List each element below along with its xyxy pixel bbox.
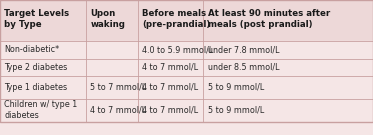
Text: 4 to 7 mmol/L: 4 to 7 mmol/L [142, 106, 198, 114]
Text: 5 to 9 mmol/L: 5 to 9 mmol/L [208, 106, 264, 114]
Text: under 8.5 mmol/L: under 8.5 mmol/L [208, 63, 279, 72]
Text: 4.0 to 5.9 mmol/L: 4.0 to 5.9 mmol/L [142, 45, 214, 54]
Text: Before meals
(pre-prandial): Before meals (pre-prandial) [142, 9, 211, 29]
Bar [0, 99, 373, 122]
Text: under 7.8 mmol/L: under 7.8 mmol/L [208, 45, 279, 54]
Text: Type 2 diabetes: Type 2 diabetes [4, 63, 68, 72]
Bar [0, 40, 373, 59]
Text: Non-diabetic*: Non-diabetic* [4, 45, 60, 54]
Text: At least 90 minutes after
meals (post prandial): At least 90 minutes after meals (post pr… [208, 9, 330, 29]
Text: Target Levels
by Type: Target Levels by Type [4, 9, 70, 29]
Text: 4 to 7 mmol/L: 4 to 7 mmol/L [142, 63, 198, 72]
Text: 5 to 7 mmol/L: 5 to 7 mmol/L [90, 83, 147, 92]
Text: Upon
waking: Upon waking [90, 9, 125, 29]
Text: Type 1 diabetes: Type 1 diabetes [4, 83, 68, 92]
Text: 4 to 7 mmol/L: 4 to 7 mmol/L [90, 106, 146, 114]
Text: Children w/ type 1
diabetes: Children w/ type 1 diabetes [4, 100, 78, 120]
Bar [0, 59, 373, 76]
Text: 5 to 9 mmol/L: 5 to 9 mmol/L [208, 83, 264, 92]
Bar [0, 76, 373, 99]
Bar [0, 0, 373, 40]
Text: 4 to 7 mmol/L: 4 to 7 mmol/L [142, 83, 198, 92]
